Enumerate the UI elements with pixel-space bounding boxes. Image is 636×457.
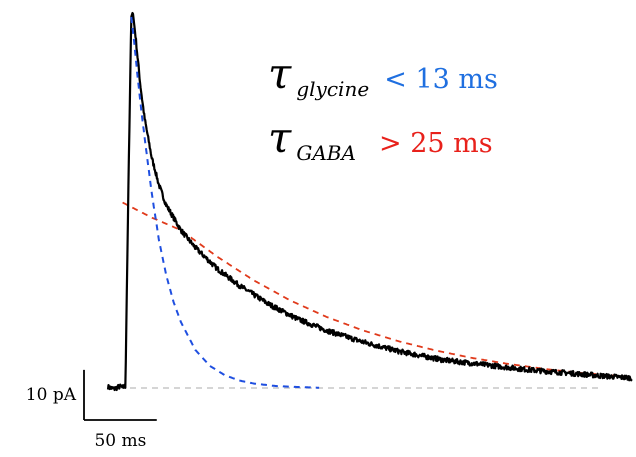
tau-gaba-value: > 25 ms	[379, 128, 493, 159]
tau-glycine-subscript: glycine	[296, 77, 369, 101]
glycine-fit-curve	[130, 16, 320, 389]
tau-glycine-annotation: τ glycine < 13 ms	[268, 49, 498, 101]
tau-glycine-value: < 13 ms	[384, 64, 498, 95]
tau-gaba-annotation: τ GABA > 25 ms	[268, 113, 493, 165]
tau-gaba-subscript: GABA	[296, 141, 356, 165]
recorded-current-trace	[106, 11, 633, 392]
gaba-fit-curve	[122, 201, 633, 378]
x-scale-bar-label: 50 ms	[94, 431, 146, 451]
tau-symbol: τ	[268, 49, 292, 98]
tau-symbol: τ	[268, 113, 292, 162]
y-scale-bar-label: 10 pA	[26, 385, 77, 405]
